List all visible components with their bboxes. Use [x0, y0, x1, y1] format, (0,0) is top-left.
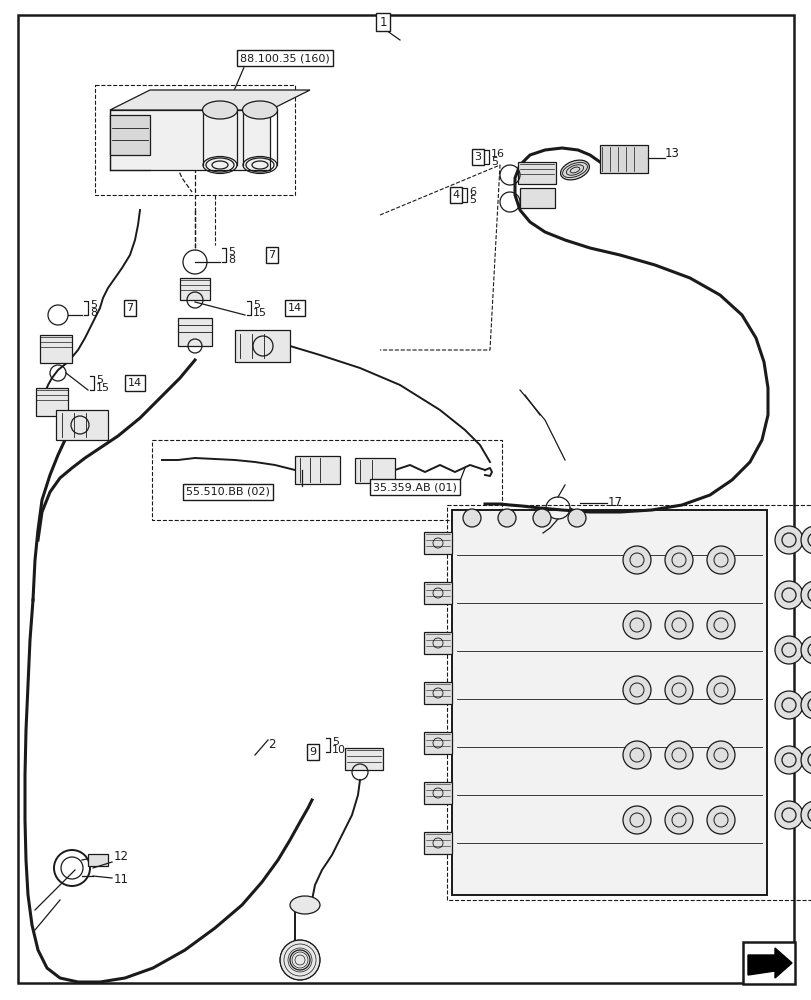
Bar — [36, 388, 68, 416]
Circle shape — [622, 611, 650, 639]
Circle shape — [532, 509, 551, 527]
Circle shape — [800, 581, 811, 609]
Bar — [178, 318, 212, 346]
Circle shape — [706, 806, 734, 834]
Circle shape — [774, 636, 802, 664]
Bar — [109, 115, 150, 155]
Bar — [180, 278, 210, 300]
Bar — [88, 854, 108, 866]
Text: 8: 8 — [90, 308, 97, 318]
Text: 17: 17 — [607, 496, 622, 510]
Text: 15: 15 — [253, 308, 267, 318]
Circle shape — [664, 676, 692, 704]
Circle shape — [800, 691, 811, 719]
Text: 5: 5 — [96, 375, 103, 385]
Text: 3: 3 — [474, 152, 481, 162]
Bar — [423, 832, 452, 854]
Text: 12: 12 — [114, 850, 129, 863]
Bar — [423, 582, 452, 604]
Text: 9: 9 — [309, 747, 316, 757]
Polygon shape — [747, 948, 791, 978]
Circle shape — [706, 676, 734, 704]
Circle shape — [622, 546, 650, 574]
Text: 8: 8 — [228, 255, 235, 265]
Bar — [423, 682, 452, 704]
Text: 5: 5 — [228, 247, 234, 257]
Bar — [354, 458, 394, 483]
Text: 5: 5 — [469, 195, 475, 205]
Bar — [446, 505, 811, 900]
Circle shape — [800, 801, 811, 829]
Text: 2: 2 — [268, 738, 275, 752]
Circle shape — [497, 509, 515, 527]
Text: 88.100.35 (160): 88.100.35 (160) — [240, 53, 329, 63]
Text: 5: 5 — [332, 737, 338, 747]
Text: 16: 16 — [491, 149, 504, 159]
Text: 10: 10 — [332, 745, 345, 755]
Circle shape — [664, 611, 692, 639]
Bar — [109, 110, 270, 170]
Circle shape — [774, 746, 802, 774]
Circle shape — [622, 806, 650, 834]
Bar — [599, 145, 647, 173]
Text: 15: 15 — [96, 383, 109, 393]
Circle shape — [800, 636, 811, 664]
Bar — [452, 510, 766, 895]
Bar — [423, 732, 452, 754]
Ellipse shape — [242, 101, 277, 119]
Text: 35.359.AB (01): 35.359.AB (01) — [372, 482, 457, 492]
Ellipse shape — [560, 160, 589, 180]
Bar — [517, 162, 556, 184]
Text: 5: 5 — [90, 300, 97, 310]
Circle shape — [800, 526, 811, 554]
Bar — [40, 335, 72, 363]
Bar — [423, 632, 452, 654]
Circle shape — [774, 691, 802, 719]
Text: 13: 13 — [664, 147, 679, 160]
Text: 6: 6 — [469, 187, 475, 197]
Ellipse shape — [202, 101, 237, 119]
Circle shape — [664, 741, 692, 769]
Bar — [519, 188, 554, 208]
Bar — [234, 330, 290, 362]
Polygon shape — [109, 90, 310, 110]
Circle shape — [800, 746, 811, 774]
Text: 14: 14 — [288, 303, 302, 313]
Bar — [56, 410, 108, 440]
Bar — [742, 942, 794, 984]
Circle shape — [568, 509, 586, 527]
Bar — [345, 748, 383, 770]
Text: 5: 5 — [491, 157, 497, 167]
Circle shape — [664, 806, 692, 834]
Text: 55.510.BB (02): 55.510.BB (02) — [186, 487, 269, 497]
Circle shape — [280, 940, 320, 980]
Ellipse shape — [290, 896, 320, 914]
Text: 1: 1 — [379, 16, 386, 29]
Text: 5: 5 — [253, 300, 260, 310]
Text: 7: 7 — [127, 303, 133, 313]
Circle shape — [462, 509, 480, 527]
Circle shape — [664, 546, 692, 574]
Text: 11: 11 — [114, 874, 129, 886]
Text: 4: 4 — [452, 190, 459, 200]
Circle shape — [622, 676, 650, 704]
Text: 7: 7 — [268, 250, 275, 260]
Circle shape — [706, 741, 734, 769]
Circle shape — [774, 581, 802, 609]
Bar — [294, 456, 340, 484]
Circle shape — [622, 741, 650, 769]
Circle shape — [706, 611, 734, 639]
Text: 14: 14 — [128, 378, 142, 388]
Circle shape — [774, 526, 802, 554]
Bar — [423, 782, 452, 804]
Bar — [423, 532, 452, 554]
Circle shape — [774, 801, 802, 829]
Bar — [95, 85, 294, 195]
Bar — [152, 440, 501, 520]
Circle shape — [706, 546, 734, 574]
